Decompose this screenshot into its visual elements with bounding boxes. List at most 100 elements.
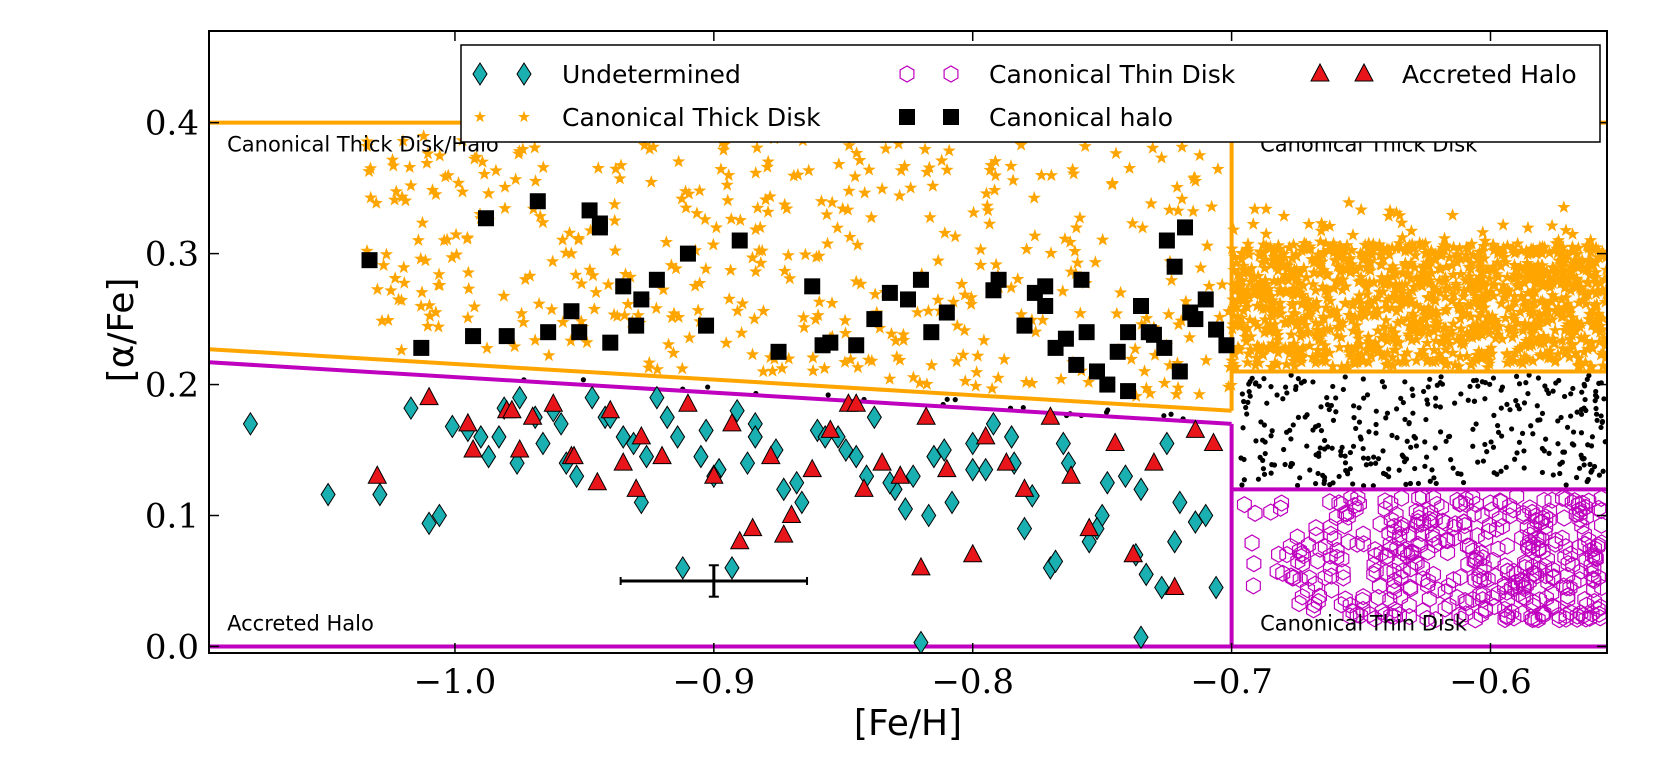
thick-disk-star	[1564, 262, 1579, 276]
thin-disk-hexagon	[1592, 598, 1607, 616]
thick-disk-star	[1318, 219, 1332, 233]
thick-disk-star	[1386, 259, 1400, 273]
thick-disk-star	[753, 220, 767, 234]
thin-disk-hexagon	[1337, 590, 1353, 608]
thin-disk-hexagon	[1466, 552, 1482, 570]
thick-disk-star	[1346, 295, 1360, 309]
thick-disk-star	[1473, 245, 1487, 258]
black-dot	[1253, 438, 1259, 444]
black-dot	[1262, 450, 1268, 457]
black-dot	[1521, 465, 1527, 471]
black-dot	[1438, 374, 1444, 380]
thick-disk-star	[528, 174, 543, 187]
thick-disk-star	[649, 301, 663, 315]
thick-disk-star	[1258, 261, 1272, 274]
black-dot	[1433, 480, 1439, 487]
point-diamond	[1167, 529, 1183, 554]
thick-disk-star	[1481, 322, 1495, 335]
thick-disk-star	[1028, 228, 1042, 242]
thick-disk-star	[1581, 287, 1595, 301]
black-dot	[1578, 452, 1584, 458]
black-dot	[1458, 471, 1464, 477]
black-dot	[1364, 392, 1371, 398]
thin-disk-hexagon	[1503, 579, 1520, 597]
thick-disk-star	[1394, 314, 1408, 327]
thick-disk-star	[1335, 283, 1350, 296]
thin-disk-hexagon	[1393, 489, 1410, 507]
thick-disk-star	[1564, 301, 1579, 314]
point-diamond	[509, 451, 525, 476]
thick-disk-star	[403, 160, 417, 173]
thick-disk-star	[1561, 270, 1576, 284]
thick-disk-star	[1234, 316, 1248, 330]
thick-disk-star	[1500, 346, 1514, 360]
thick-disk-star	[1439, 342, 1453, 356]
black-dot	[1423, 454, 1430, 460]
thin-disk-hexagon	[1366, 610, 1383, 628]
point-square	[571, 324, 588, 341]
thick-disk-star	[1301, 324, 1316, 338]
thin-disk-hexagon	[1419, 609, 1435, 628]
thin-disk-hexagon	[1465, 542, 1481, 560]
thick-disk-star	[1323, 322, 1337, 335]
thick-disk-star	[1459, 240, 1474, 254]
point-triangle	[773, 524, 794, 543]
thick-disk-star	[1465, 237, 1479, 250]
black-dot	[1401, 459, 1408, 465]
thick-disk-star	[1511, 278, 1525, 291]
thick-disk-star	[514, 306, 529, 320]
thick-disk-star	[1386, 269, 1400, 283]
black-dot	[1302, 414, 1308, 420]
black-dot	[1491, 470, 1497, 476]
black-dot	[1340, 386, 1346, 393]
thin-disk-hexagon	[1294, 544, 1310, 563]
thick-disk-star	[750, 140, 764, 154]
thick-disk-star	[1438, 289, 1452, 303]
thick-disk-star	[1452, 302, 1466, 315]
thick-disk-star	[533, 209, 547, 222]
thick-disk-star	[1515, 243, 1529, 257]
thick-disk-star	[1540, 314, 1555, 328]
thin-disk-hexagon	[1388, 505, 1404, 524]
black-dot	[1556, 377, 1562, 384]
thick-disk-star	[421, 146, 435, 160]
black-dot	[1307, 467, 1313, 473]
thick-disk-star	[1525, 301, 1540, 314]
boundary-thick-disk-lower-sloped	[209, 347, 1232, 413]
black-dot	[1243, 404, 1249, 411]
black-dot	[1408, 444, 1414, 450]
black-dot	[1282, 461, 1288, 468]
thin-disk-hexagon	[1328, 508, 1345, 527]
thick-disk-star	[938, 226, 952, 239]
thick-disk-star	[781, 248, 795, 262]
black-dot	[1288, 372, 1294, 378]
thick-disk-star	[1597, 272, 1607, 286]
black-dot	[1499, 384, 1506, 390]
point-diamond	[747, 425, 763, 449]
thick-disk-star	[1579, 296, 1593, 310]
thick-disk-star	[1244, 329, 1258, 343]
thick-disk-star	[1450, 333, 1464, 346]
thick-disk-star	[608, 213, 622, 227]
black-dot	[1467, 383, 1473, 390]
thick-disk-star	[1571, 359, 1585, 372]
thick-disk-star	[722, 168, 736, 181]
thick-disk-star	[1213, 310, 1227, 323]
thick-disk-star	[1541, 332, 1555, 345]
thick-disk-star	[690, 206, 704, 220]
thick-disk-star	[1266, 244, 1280, 258]
black-dot	[1320, 472, 1326, 478]
thick-disk-star	[920, 377, 934, 390]
thick-disk-star	[1342, 195, 1356, 209]
thick-disk-star	[820, 207, 834, 221]
black-dot	[1356, 405, 1362, 411]
point-square	[361, 252, 378, 269]
thick-disk-star	[1063, 235, 1077, 248]
point-triangle	[854, 478, 874, 497]
point-square	[804, 278, 821, 295]
thick-disk-star	[1457, 334, 1471, 348]
thick-disk-star	[1479, 263, 1493, 276]
thick-disk-star	[1254, 299, 1269, 313]
point-diamond	[512, 385, 528, 410]
thick-disk-star	[838, 313, 852, 327]
